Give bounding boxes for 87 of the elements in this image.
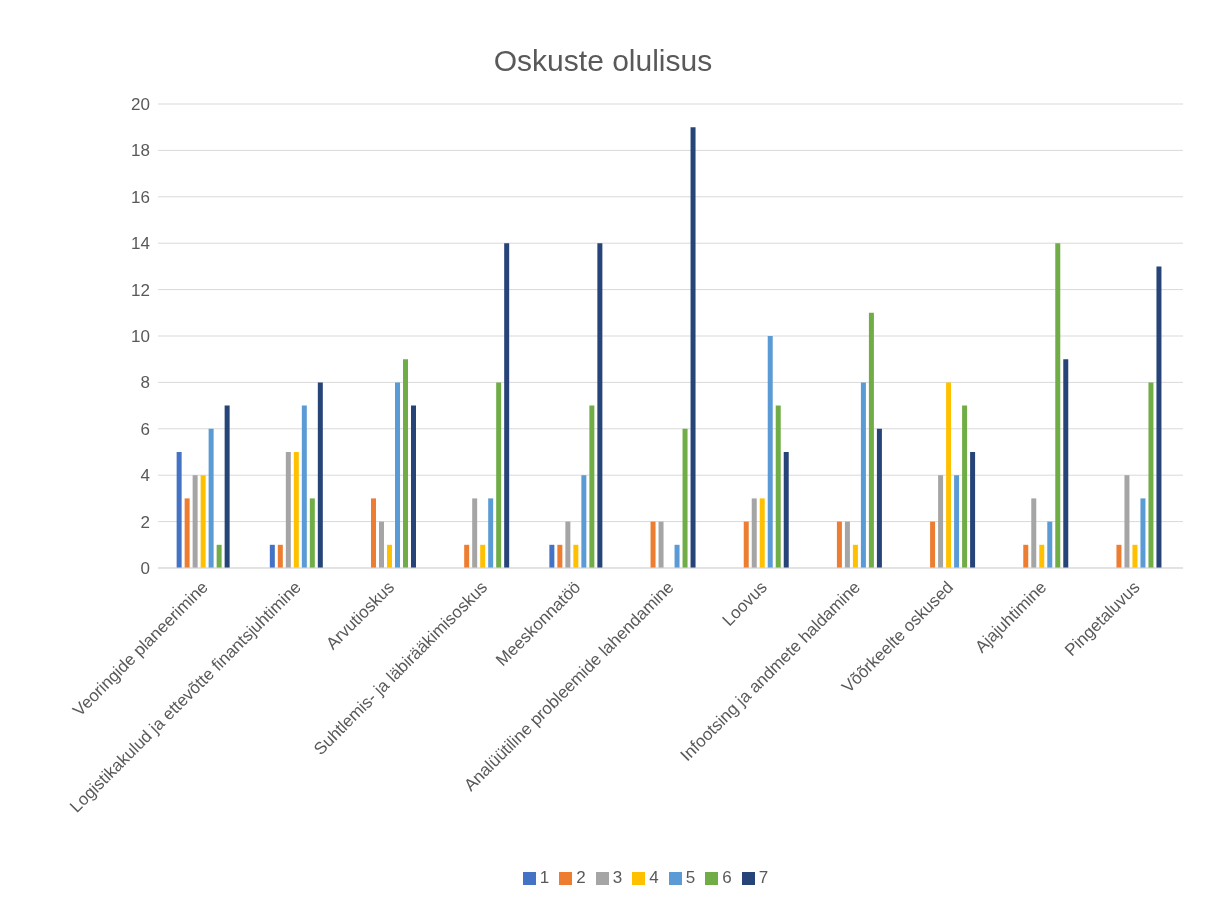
bar: [317, 382, 323, 568]
bar: [504, 243, 510, 568]
bar: [387, 544, 392, 568]
bar: [208, 428, 214, 568]
y-tick-label: 6: [140, 419, 150, 439]
bar: [868, 312, 874, 568]
bar: [496, 382, 502, 568]
legend-label: 5: [685, 868, 696, 887]
bar: [200, 475, 206, 568]
y-tick-label: 2: [140, 512, 150, 532]
bar: [970, 452, 976, 568]
y-tick-label: 12: [131, 280, 150, 300]
chart-title: Oskuste olulisus: [492, 43, 714, 79]
bar: [650, 521, 656, 568]
bar: [581, 475, 587, 568]
bar: [277, 544, 283, 568]
bar: [269, 544, 275, 568]
bar: [403, 359, 408, 568]
bar: [216, 544, 222, 568]
bar: [480, 544, 486, 568]
bar: [472, 498, 478, 568]
bar: [379, 521, 384, 568]
bar: [224, 405, 230, 568]
bar: [1039, 544, 1045, 568]
bar: [946, 382, 952, 568]
bar: [597, 243, 603, 568]
bar: [844, 521, 850, 568]
bar: [1148, 382, 1154, 568]
legend-label: 6: [722, 868, 732, 887]
legend-label: 2: [576, 868, 586, 887]
bar: [557, 544, 563, 568]
bar: [573, 544, 579, 568]
bar: [682, 428, 688, 568]
bar: [751, 498, 757, 568]
bar: [674, 544, 680, 568]
y-tick-label: 4: [140, 466, 150, 486]
legend-label: 1: [539, 868, 550, 887]
bar: [775, 405, 781, 568]
bar: [658, 521, 664, 568]
bar: [176, 452, 182, 568]
bar: [783, 452, 789, 568]
bar: [488, 498, 494, 568]
bar: [743, 521, 749, 568]
y-tick-label: 14: [131, 234, 150, 254]
y-tick-label: 18: [131, 141, 150, 161]
bar: [565, 521, 571, 568]
bar: [411, 405, 416, 568]
bar: [395, 382, 400, 568]
bar: [1023, 544, 1029, 568]
bar: [1063, 359, 1069, 568]
bar: [954, 475, 960, 568]
bar: [690, 127, 696, 568]
bar: [549, 544, 555, 568]
bar: [930, 521, 936, 568]
bar: [301, 405, 307, 568]
bar: [1116, 544, 1122, 568]
bar: [589, 405, 595, 568]
bar: [938, 475, 944, 568]
y-tick-label: 0: [140, 559, 150, 579]
y-tick-label: 20: [131, 95, 150, 115]
bar: [1132, 544, 1138, 568]
bar: [192, 475, 198, 568]
bar: [371, 498, 376, 568]
legend-label: 7: [758, 868, 769, 887]
bar: [1047, 521, 1053, 568]
y-tick-label: 16: [131, 187, 150, 207]
bar: [464, 544, 470, 568]
legend-label: 3: [612, 868, 623, 887]
bar: [184, 498, 190, 568]
bar: [962, 405, 968, 568]
y-tick-label: 8: [140, 373, 150, 393]
bar: [1124, 475, 1130, 568]
bar: [1031, 498, 1037, 568]
legend-label: 4: [649, 868, 659, 887]
bar: [285, 452, 291, 568]
bar: [860, 382, 866, 568]
bar: [293, 452, 299, 568]
bar: [767, 336, 773, 568]
bar: [1140, 498, 1146, 568]
bar: [309, 498, 315, 568]
bar: [759, 498, 765, 568]
y-tick-label: 10: [131, 327, 150, 347]
bar: [1156, 266, 1162, 568]
bar: [836, 521, 842, 568]
bar: [876, 428, 882, 568]
bar: [1055, 243, 1061, 568]
bar: [852, 544, 858, 568]
